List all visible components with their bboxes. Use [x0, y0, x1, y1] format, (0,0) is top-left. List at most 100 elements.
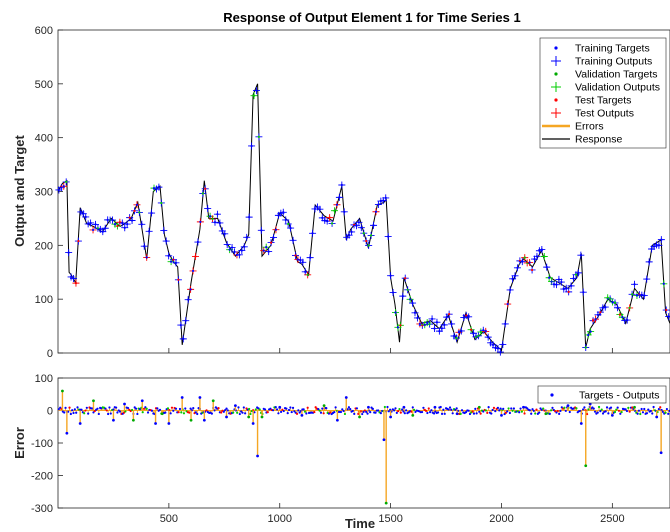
- error-dot: [57, 408, 60, 411]
- error-dot: [318, 409, 321, 412]
- target-dot-marker: [177, 278, 180, 281]
- legend-label: Validation Targets: [575, 69, 658, 81]
- top-y-tick-label: 300: [35, 187, 53, 199]
- error-dot: [628, 410, 631, 413]
- error-dot: [439, 405, 442, 409]
- target-dot-marker: [499, 350, 502, 354]
- target-dot-marker: [245, 236, 248, 239]
- target-dot-marker: [374, 210, 378, 213]
- target-dot-marker: [140, 223, 143, 226]
- target-dot-marker: [513, 274, 517, 277]
- bottom-y-tick-label: 100: [35, 373, 53, 385]
- error-dot: [333, 411, 336, 414]
- target-dot-marker: [660, 238, 663, 241]
- error-dot: [150, 409, 154, 412]
- target-dot-marker: [282, 211, 285, 214]
- error-dot: [592, 407, 595, 410]
- bottom-x-axis-label: Time: [345, 516, 375, 531]
- error-dot: [472, 412, 476, 415]
- target-dot-marker: [362, 232, 365, 235]
- target-dot-marker: [409, 298, 412, 301]
- target-dot-marker: [426, 321, 429, 324]
- error-dot: [290, 410, 293, 414]
- target-dot-marker: [316, 205, 319, 209]
- error-dot: [523, 412, 526, 415]
- legend-plus-symbol: [551, 56, 561, 66]
- target-dot-marker: [450, 322, 453, 326]
- target-dot-marker: [535, 255, 539, 258]
- error-dot: [661, 410, 665, 413]
- target-dot-marker: [121, 221, 124, 225]
- target-dot-marker: [318, 208, 321, 211]
- target-dot-marker: [467, 315, 470, 318]
- target-dot-marker: [240, 249, 243, 252]
- error-dot: [164, 411, 167, 414]
- error-dot: [194, 411, 198, 414]
- target-dot-marker: [340, 183, 343, 187]
- error-dot: [114, 406, 118, 409]
- target-dot-marker: [330, 222, 334, 225]
- target-dot-marker: [643, 294, 646, 297]
- bottom-x-tick-label: 2500: [600, 513, 624, 525]
- error-dot: [637, 409, 641, 412]
- target-dot-marker: [301, 261, 304, 264]
- target-dot-marker: [304, 270, 307, 273]
- error-dot: [504, 411, 508, 414]
- error-dot: [471, 410, 474, 413]
- target-dot-marker: [667, 315, 670, 318]
- error-dot: [535, 408, 538, 411]
- target-dot-marker: [113, 223, 117, 226]
- target-dot-marker: [126, 223, 129, 226]
- error-dot: [374, 411, 377, 414]
- target-dot-marker: [111, 218, 114, 222]
- target-dot-marker: [538, 249, 541, 252]
- error-dot: [448, 406, 452, 409]
- bottom-y-tick-label: -300: [31, 503, 53, 515]
- error-spike-dot: [167, 422, 171, 425]
- target-dot-marker: [211, 217, 214, 220]
- target-dot-marker: [77, 239, 80, 243]
- error-dot: [520, 410, 523, 413]
- target-dot-marker: [435, 321, 439, 324]
- target-dot-marker: [382, 199, 385, 202]
- target-dot-marker: [350, 230, 353, 234]
- error-dot: [395, 411, 398, 415]
- target-dot-marker: [182, 337, 185, 340]
- bottom-y-ticks: -300 -200 -100 0 100: [31, 373, 63, 515]
- error-spike-dot: [180, 396, 184, 399]
- target-dot-marker: [609, 297, 612, 300]
- error-dot: [436, 411, 440, 414]
- error-dot: [398, 407, 401, 411]
- target-dot-marker: [440, 327, 443, 330]
- bottom-legend-box: [537, 385, 667, 404]
- error-dot: [319, 411, 323, 414]
- error-dot: [369, 411, 372, 414]
- error-dot: [317, 408, 320, 411]
- target-dot-marker: [528, 261, 531, 264]
- legend-label: Test Outputs: [575, 108, 634, 120]
- error-dot: [550, 409, 553, 412]
- target-dot-marker: [321, 216, 324, 219]
- target-dot-marker: [413, 311, 417, 314]
- error-dot: [68, 406, 71, 409]
- error-dot: [581, 408, 585, 411]
- error-spike-dot: [225, 415, 228, 419]
- error-dot: [303, 410, 307, 413]
- target-dot-marker: [606, 296, 609, 299]
- error-dot: [334, 406, 337, 409]
- target-dot-marker: [287, 222, 290, 226]
- target-dot-marker: [516, 266, 519, 269]
- error-dot: [593, 410, 597, 413]
- target-dot-marker: [145, 256, 148, 259]
- error-dot: [531, 408, 534, 411]
- error-dot: [172, 409, 175, 412]
- error-dot: [487, 406, 490, 409]
- legend-label: Test Targets: [575, 95, 631, 107]
- target-dot-marker: [394, 311, 397, 314]
- error-dot: [426, 411, 429, 415]
- target-dot-marker: [89, 221, 92, 225]
- bottom-x-tick-label: 1500: [378, 513, 402, 525]
- target-dot-marker: [155, 187, 158, 191]
- error-dot: [80, 408, 83, 411]
